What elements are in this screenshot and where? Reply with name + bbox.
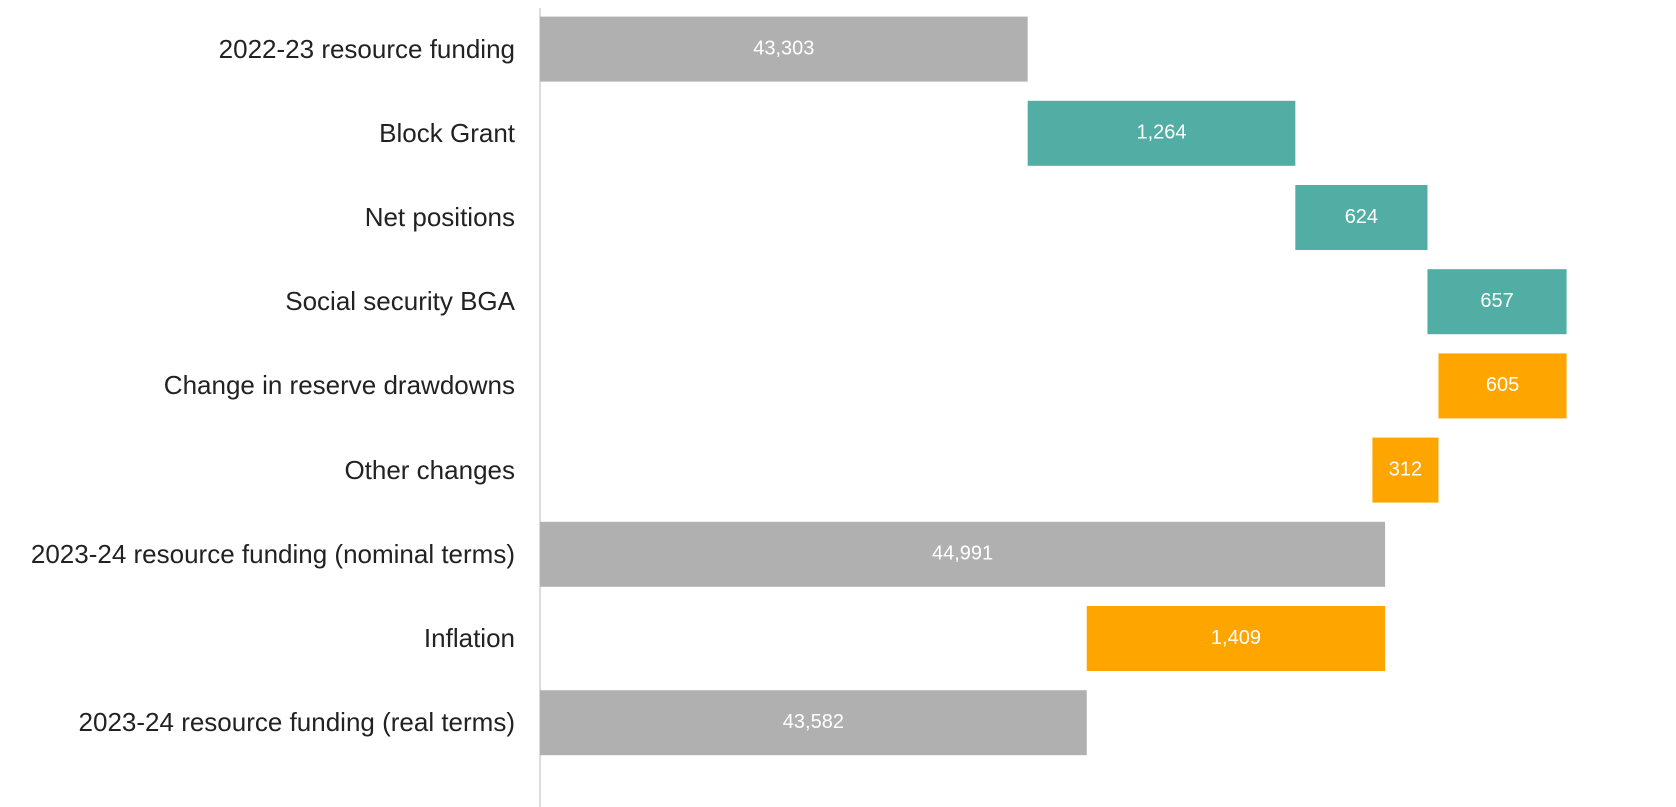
category-label: Other changes [344, 454, 515, 485]
value-label: 624 [1345, 206, 1378, 228]
value-label: 43,582 [783, 711, 844, 733]
value-label: 605 [1486, 374, 1519, 396]
category-label: Inflation [423, 622, 515, 653]
category-label: 2023-24 resource funding (nominal terms) [30, 538, 515, 569]
value-label: 312 [1389, 458, 1422, 480]
category-label: 2023-24 resource funding (real terms) [78, 707, 515, 738]
value-label: 44,991 [932, 543, 993, 565]
category-label: 2022-23 resource funding [218, 33, 515, 64]
bar [540, 690, 1087, 756]
value-label: 1,409 [1211, 627, 1261, 649]
value-label: 657 [1480, 290, 1513, 312]
bar [1372, 437, 1439, 503]
bar [1295, 185, 1428, 250]
category-label: Block Grant [379, 117, 515, 148]
category-label: Net positions [364, 201, 515, 232]
bar [1086, 606, 1386, 671]
bar [1027, 100, 1296, 166]
bar [1438, 353, 1567, 419]
category-label: Social security BGA [285, 286, 515, 317]
bar [540, 16, 1028, 82]
bar [1427, 269, 1567, 335]
value-label: 43,303 [753, 37, 814, 59]
value-label: 1,264 [1136, 122, 1186, 144]
category-label: Change in reserve drawdowns [163, 370, 515, 401]
bar [540, 521, 1386, 587]
